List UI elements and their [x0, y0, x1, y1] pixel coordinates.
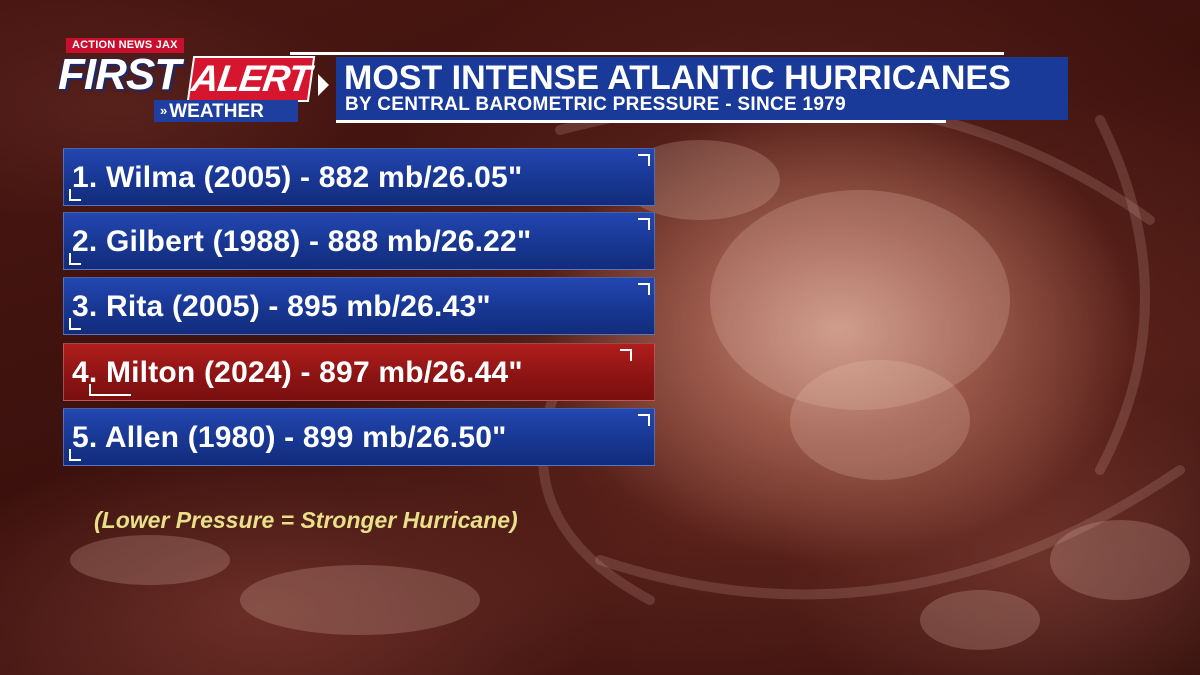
corner-bracket-icon: [69, 189, 81, 201]
logo-weather-text: WEATHER: [169, 101, 264, 122]
corner-bracket-icon: [69, 318, 81, 330]
corner-bracket-icon: [638, 414, 650, 426]
logo-alert-text: ALERT: [186, 56, 316, 102]
page-title: MOST INTENSE ATLANTIC HURRICANES: [344, 59, 1011, 97]
ranking-text: 2. Gilbert (1988) - 888 mb/26.22": [72, 225, 532, 258]
logo-weather-bar: » WEATHER: [154, 100, 298, 122]
logo-first-text: FIRST: [58, 50, 181, 99]
corner-bracket-icon: [620, 349, 632, 361]
corner-bracket-icon: [638, 283, 650, 295]
ranking-text: 4. Milton (2024) - 897 mb/26.44": [72, 356, 523, 389]
station-name: ACTION NEWS JAX: [66, 38, 184, 53]
corner-bracket-icon: [69, 449, 81, 461]
header-bottom-rule: [336, 120, 946, 123]
ranking-row: 3. Rita (2005) - 895 mb/26.43": [63, 277, 655, 335]
ranking-row: 2. Gilbert (1988) - 888 mb/26.22": [63, 212, 655, 270]
page-subtitle: BY CENTRAL BAROMETRIC PRESSURE - SINCE 1…: [345, 94, 847, 115]
ranking-row-highlighted: 4. Milton (2024) - 897 mb/26.44": [63, 343, 655, 401]
ranking-text: 5. Allen (1980) - 899 mb/26.50": [72, 421, 507, 454]
footnote: (Lower Pressure = Stronger Hurricane): [94, 507, 518, 533]
ranking-text: 1. Wilma (2005) - 882 mb/26.05": [72, 161, 523, 194]
play-arrow-icon: [318, 74, 329, 96]
chevrons-icon: »: [160, 103, 168, 118]
corner-bracket-icon: [638, 218, 650, 230]
header-top-rule: [290, 52, 1004, 55]
corner-bracket-icon: [69, 253, 81, 265]
ranking-row: 5. Allen (1980) - 899 mb/26.50": [63, 408, 655, 466]
ranking-text: 3. Rita (2005) - 895 mb/26.43": [72, 290, 491, 323]
corner-bracket-icon: [638, 154, 650, 166]
corner-bracket-icon: [89, 384, 131, 396]
header-banner: MOST INTENSE ATLANTIC HURRICANES BY CENT…: [336, 57, 1068, 120]
first-alert-weather-logo: ACTION NEWS JAX FIRST ALERT » WEATHER: [58, 38, 316, 124]
ranking-row: 1. Wilma (2005) - 882 mb/26.05": [63, 148, 655, 206]
